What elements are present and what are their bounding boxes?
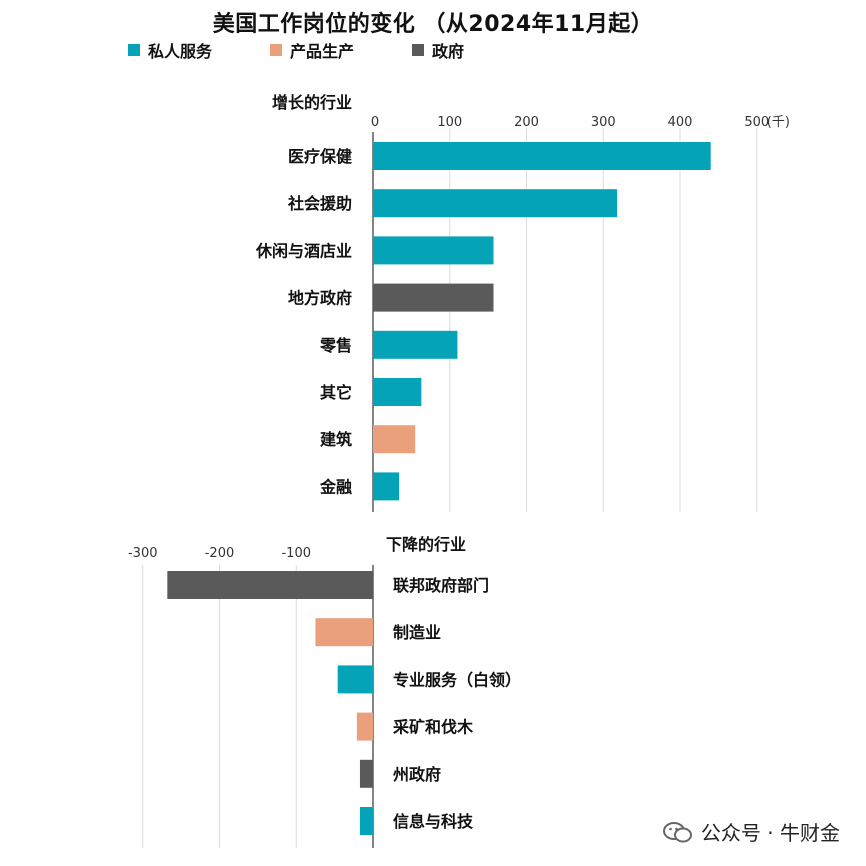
wechat-icon bbox=[662, 821, 692, 842]
category-label: 建筑 bbox=[320, 430, 352, 449]
growth-heading: 增长的行业 bbox=[272, 93, 352, 112]
x-tick-label: 200 bbox=[514, 115, 539, 130]
category-label: 地方政府 bbox=[288, 289, 352, 308]
bar bbox=[167, 571, 373, 599]
bar bbox=[359, 759, 373, 788]
category-label: 社会援助 bbox=[287, 194, 352, 213]
x-tick-label: 100 bbox=[437, 115, 462, 130]
x-tick-label: 500 bbox=[744, 115, 769, 130]
category-label: 其它 bbox=[320, 383, 352, 402]
category-label: 零售 bbox=[319, 336, 352, 355]
category-label: 联邦政府部门 bbox=[393, 576, 489, 595]
x-tick-label: 300 bbox=[591, 115, 616, 130]
x-tick-label: 400 bbox=[668, 115, 693, 130]
legend-item-goods-producing: 产品生产 bbox=[270, 38, 354, 62]
x-tick-label: -300 bbox=[128, 546, 158, 561]
bar bbox=[315, 618, 373, 647]
legend-swatch-goods-producing bbox=[270, 44, 283, 56]
x-tick-label: -200 bbox=[205, 546, 235, 561]
legend-item-government: 政府 bbox=[412, 38, 464, 62]
category-label: 金融 bbox=[319, 477, 352, 496]
watermark: 公众号 · 牛财金 bbox=[662, 817, 840, 846]
unit-label: (千) bbox=[767, 115, 790, 130]
bar bbox=[373, 425, 416, 454]
legend-swatch-private-services bbox=[128, 44, 140, 56]
category-label: 专业服务（白领） bbox=[393, 670, 521, 689]
bar bbox=[337, 665, 373, 694]
x-tick-label: 0 bbox=[371, 115, 379, 130]
category-label: 休闲与酒店业 bbox=[255, 241, 352, 260]
x-tick-label: -100 bbox=[281, 546, 311, 561]
legend-item-private-services: 私人服务 bbox=[128, 38, 212, 62]
decline-heading: 下降的行业 bbox=[386, 535, 466, 554]
category-label: 信息与科技 bbox=[393, 812, 474, 831]
legend-label-private-services: 私人服务 bbox=[148, 42, 213, 61]
bar bbox=[373, 283, 494, 312]
category-label: 州政府 bbox=[392, 765, 441, 784]
bar bbox=[373, 472, 400, 501]
legend-label-government: 政府 bbox=[432, 42, 465, 61]
chart-title: 美国工作岗位的变化 （从2024年11月起） bbox=[212, 12, 654, 37]
bar bbox=[373, 236, 494, 265]
legend-swatch-government bbox=[412, 44, 425, 56]
chart-legend: 私人服务 产品生产 政府 bbox=[128, 38, 522, 62]
category-label: 医疗保健 bbox=[288, 147, 352, 166]
bar bbox=[373, 189, 618, 218]
category-label: 采矿和伐木 bbox=[392, 718, 474, 737]
bar bbox=[373, 142, 711, 170]
bar bbox=[359, 807, 373, 835]
bar bbox=[373, 378, 422, 406]
bar bbox=[373, 330, 458, 359]
bar bbox=[356, 712, 373, 741]
watermark-text: 公众号 · 牛财金 bbox=[700, 821, 840, 845]
legend-label-goods-producing: 产品生产 bbox=[290, 42, 355, 61]
category-label: 制造业 bbox=[393, 623, 441, 642]
